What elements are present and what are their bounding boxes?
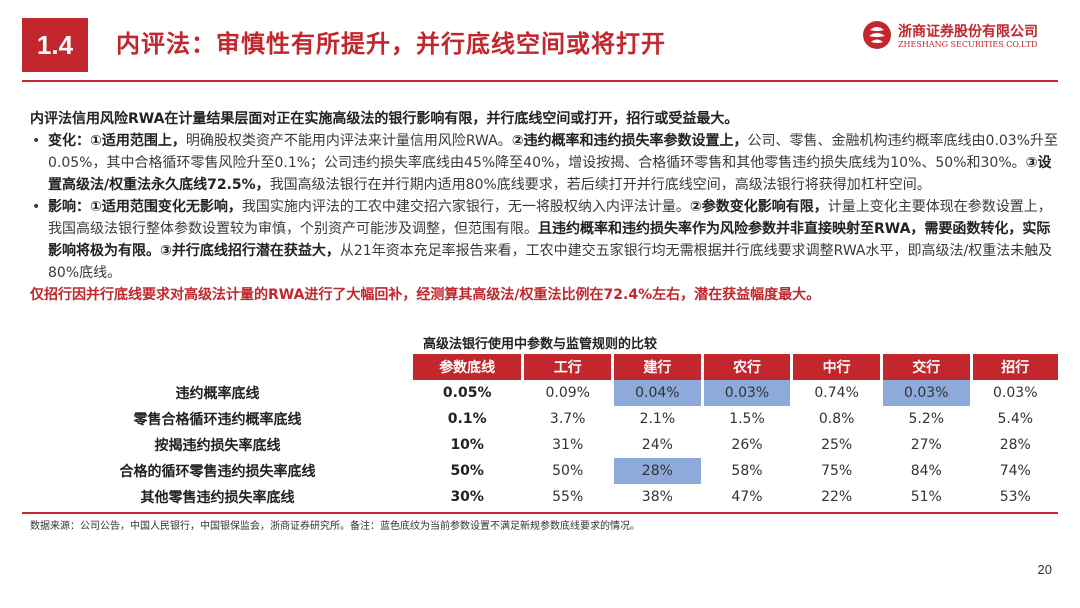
bank-value-cell: 0.8% (790, 406, 882, 432)
bank-value-cell: 5.4% (969, 406, 1058, 432)
row-label: 零售合格循环违约概率底线 (22, 406, 412, 432)
bank-value-cell: 31% (521, 432, 613, 458)
param-floor-cell: 0.05% (409, 380, 523, 406)
impact-param-text: 计量上变化主要体现在参数设置上，我国高级法银行整体参数设置较为审慎，个别资产可能… (48, 199, 1052, 237)
table-row: 零售合格循环违约概率底线 0.1% 3.7% 2.1% 1.5% 0.8% 5.2% 5.4% (22, 406, 1058, 432)
bank-value-cell: 26% (700, 432, 792, 458)
bank-value-cell: 25% (790, 432, 882, 458)
impact-bullet: 影响：①适用范围变化无影响，我国实施内评法的工农中建交招六家银行，无一将股权纳入… (30, 196, 1060, 284)
param-floor-cell: 50% (409, 458, 523, 484)
bank-value-cell: 0.74% (790, 380, 882, 406)
bank-value-cell: 51% (879, 484, 972, 510)
key-finding-red: 仅招行因并行底线要求对高级法计量的RWA进行了大幅回补，经测算其高级法/权重法比… (30, 287, 821, 303)
row-label: 违约概率底线 (22, 380, 412, 406)
param-floor-cell: 10% (409, 432, 523, 458)
table-title: 高级法银行使用中参数与监管规则的比较 (422, 337, 657, 352)
bank-value-cell: 28% (611, 458, 703, 484)
bank-value-cell: 5.2% (879, 406, 972, 432)
bank-value-cell: 28% (969, 432, 1058, 458)
data-source-note: 数据来源：公司公告，中国人民银行，中国银保监会，浙商证券研究所。备注：蓝色底纹为… (30, 521, 640, 532)
bank-value-cell: 0.03% (700, 380, 792, 406)
change-param-heading: ②违约概率和违约损失率参数设置上， (511, 133, 748, 149)
page-number: 20 (1037, 562, 1052, 577)
table-row: 按揭违约损失率底线 10% 31% 24% 26% 25% 27% 28% (22, 432, 1058, 458)
zheshang-logo-icon (863, 21, 891, 49)
change-bullet: 变化：①适用范围上，明确股权类资产不能用内评法来计量信用风险RWA。②违约概率和… (30, 130, 1060, 196)
bank-value-cell: 0.09% (521, 380, 613, 406)
header-cell: 参数底线 (409, 354, 523, 380)
row-label: 按揭违约损失率底线 (22, 432, 412, 458)
bank-value-cell: 3.7% (521, 406, 613, 432)
header-divider (22, 80, 1058, 82)
bank-value-cell: 74% (969, 458, 1058, 484)
lead-paragraph: 内评法信用风险RWA在计量结果层面对正在实施高级法的银行影响有限，并行底线空间或… (30, 111, 739, 127)
table-header-row: 参数底线 工行 建行 农行 中行 交行 招行 (23, 354, 1058, 380)
bank-value-cell: 55% (521, 484, 613, 510)
footer-divider (22, 512, 1058, 514)
row-label: 其他零售违约损失率底线 (22, 484, 412, 510)
change-label: 变化： (48, 133, 90, 149)
row-label: 合格的循环零售违约损失率底线 (22, 458, 412, 484)
bank-value-cell: 0.03% (969, 380, 1058, 406)
change-scope-text: 明确股权类资产不能用内评法来计量信用风险RWA。 (185, 133, 512, 149)
logo-chinese-name: 浙商证券股份有限公司 (898, 24, 1038, 40)
bank-value-cell: 22% (790, 484, 882, 510)
param-floor-cell: 30% (409, 484, 523, 510)
company-logo: 浙商证券股份有限公司 ZHESHANG SECURITIES CO.LTD (862, 20, 1062, 56)
impact-scope-heading: ①适用范围变化无影响， (90, 199, 242, 215)
bank-value-cell: 38% (611, 484, 703, 510)
bank-value-cell: 27% (879, 432, 972, 458)
bank-value-cell: 58% (700, 458, 792, 484)
bank-value-cell: 24% (611, 432, 703, 458)
bank-value-cell: 0.03% (879, 380, 972, 406)
change-floor-heading: ③设置高级法/权重法永久底线72.5%， (48, 155, 1052, 193)
bank-value-cell: 50% (521, 458, 613, 484)
table-row: 其他零售违约损失率底线 30% 55% 38% 47% 22% 51% 53% (22, 484, 1058, 510)
change-param-text: 公司、零售、金融机构违约概率底线由0.03%升至0.05%，其中合格循环零售风险… (48, 133, 1059, 171)
section-number-badge: 1.4 (22, 18, 88, 72)
impact-conclusion-text: 从21年资本充足率报告来看，工农中建交五家银行均无需根据并行底线要求调整RWA水… (48, 243, 1053, 281)
param-floor-cell: 0.1% (409, 406, 523, 432)
impact-param-heading: ②参数变化影响有限， (689, 199, 828, 215)
page-title: 内评法：审慎性有所提升，并行底线空间或将打开 (116, 30, 666, 58)
impact-conclusion-heading: 且违约概率和违约损失率作为风险参数并非直接映射至RWA，需要函数转化，实际影响将… (48, 221, 1051, 259)
table-row: 合格的循环零售违约损失率底线 50% 50% 28% 58% 75% 84% 74% (22, 458, 1058, 484)
logo-english-name: ZHESHANG SECURITIES CO.LTD (898, 40, 1038, 49)
header-cell (23, 354, 412, 380)
body-text: 内评法信用风险RWA在计量结果层面对正在实施高级法的银行影响有限，并行底线空间或… (30, 108, 1060, 306)
bank-value-cell: 2.1% (611, 406, 703, 432)
header-cell: 中行 (790, 354, 882, 380)
header-cell: 工行 (521, 354, 613, 380)
change-floor-text: 我国高级法银行在并行期内适用80%底线要求，若后续打开并行底线空间，高级法银行将… (269, 177, 931, 193)
bank-value-cell: 1.5% (700, 406, 792, 432)
impact-scope-text: 我国实施内评法的工农中建交招六家银行，无一将股权纳入内评法计量。 (241, 199, 690, 215)
bank-value-cell: 84% (879, 458, 972, 484)
bank-value-cell: 75% (790, 458, 882, 484)
parameter-comparison-table: 参数底线 工行 建行 农行 中行 交行 招行 违约概率底线 0.05% 0.09% 0… (22, 354, 1058, 510)
header-cell: 建行 (611, 354, 703, 380)
bank-value-cell: 47% (700, 484, 792, 510)
bank-value-cell: 53% (969, 484, 1058, 510)
header-cell: 农行 (700, 354, 792, 380)
impact-label: 影响： (48, 199, 90, 215)
header-cell: 交行 (879, 354, 972, 380)
bank-value-cell: 0.04% (611, 380, 703, 406)
change-scope-heading: ①适用范围上， (90, 133, 186, 149)
header-cell: 招行 (969, 354, 1058, 380)
table-row: 违约概率底线 0.05% 0.09% 0.04% 0.03% 0.74% 0.03% 0.03… (22, 380, 1058, 406)
